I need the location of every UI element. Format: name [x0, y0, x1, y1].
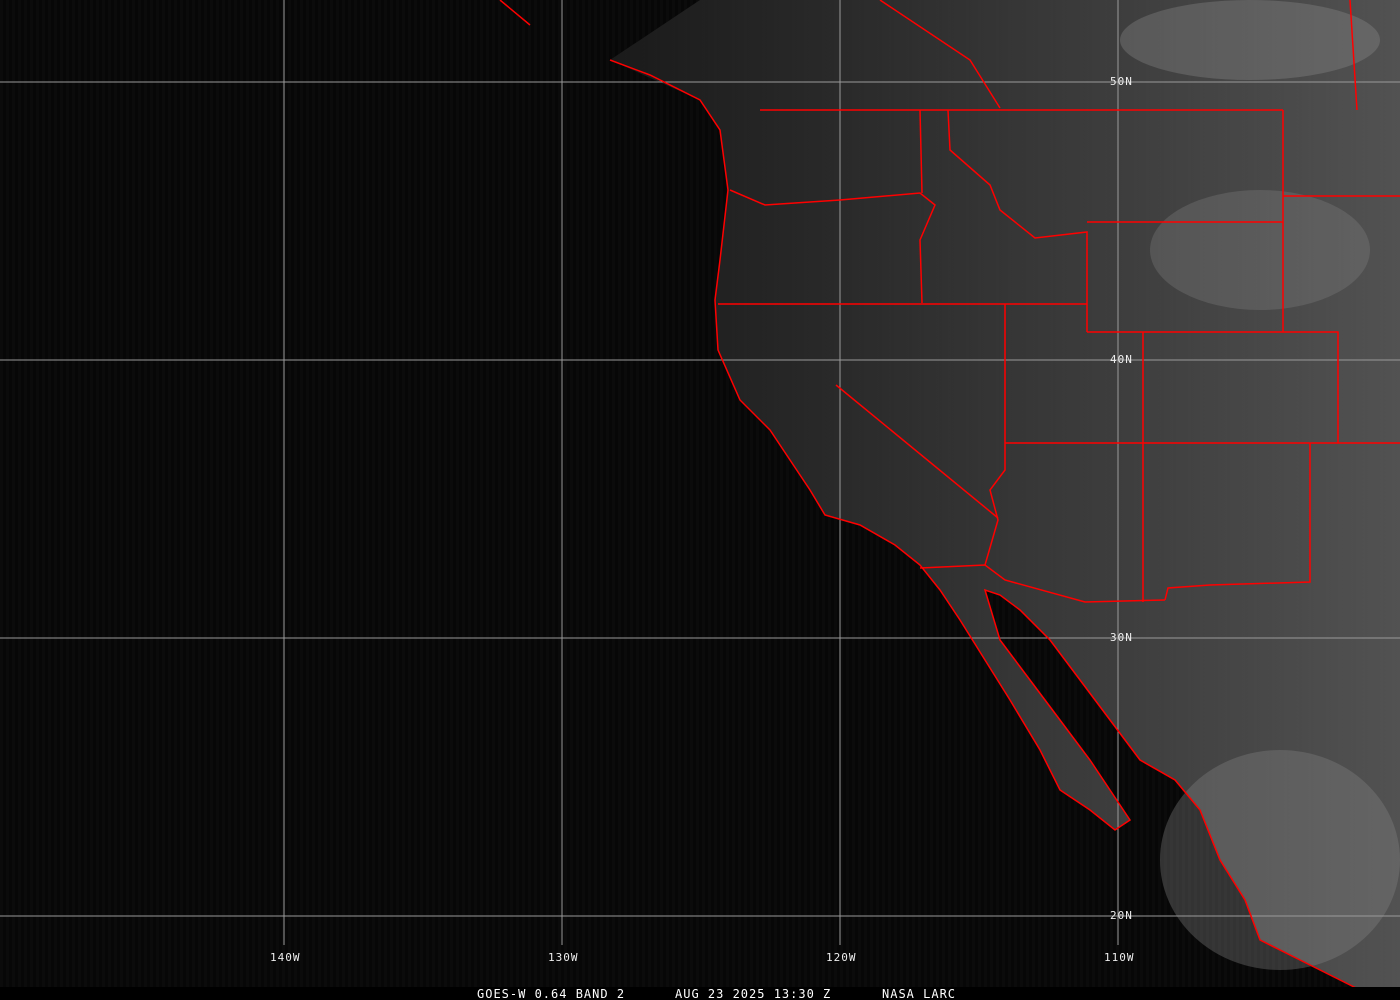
- caption-bar: [0, 987, 1400, 1000]
- caption-agency: NASA LARC: [882, 987, 956, 1000]
- caption-satellite: GOES-W 0.64 BAND 2: [477, 987, 625, 1000]
- lat-label: 50N: [1110, 75, 1133, 88]
- lat-lon-grid: [0, 0, 1400, 945]
- cloud-area: [1120, 0, 1380, 80]
- vancouver-island: [499, 0, 531, 26]
- coastline: [609, 59, 1361, 991]
- lon-label: 130W: [548, 951, 579, 964]
- lon-label: 110W: [1104, 951, 1135, 964]
- cloud-area: [1150, 190, 1370, 310]
- longitude-labels: 140W 130W 120W 110W: [270, 951, 1135, 964]
- lat-label: 30N: [1110, 631, 1133, 644]
- land-area: [610, 0, 1400, 1000]
- caption-datetime: AUG 23 2025 13:30 Z: [675, 987, 831, 1000]
- lon-label: 120W: [826, 951, 857, 964]
- lat-label: 40N: [1110, 353, 1133, 366]
- us-mexico-border: [919, 564, 1166, 603]
- political-borders: [499, 0, 1400, 991]
- cloud-area: [1160, 750, 1400, 970]
- lat-label: 20N: [1110, 909, 1133, 922]
- latitude-labels: 50N 40N 30N 20N: [1110, 75, 1133, 922]
- lon-label: 140W: [270, 951, 301, 964]
